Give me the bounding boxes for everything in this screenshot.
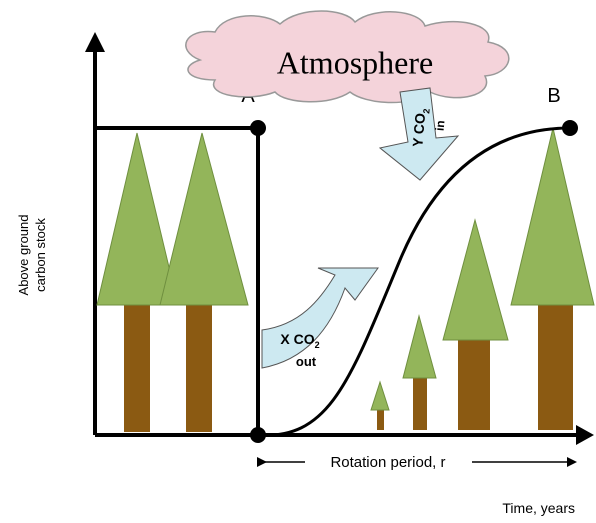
co2-out-prefix: X CO [280, 331, 314, 347]
trunk [124, 300, 150, 432]
co2-in-label: Y CO2 [409, 107, 431, 148]
point-a-dot [250, 120, 266, 136]
x-arrowhead [576, 425, 594, 445]
tree-crown [96, 132, 179, 306]
co2-out-suffix: out [296, 354, 317, 369]
x-axis-label: Time, years [502, 500, 575, 516]
origin-dot [250, 427, 266, 443]
tree-crown [402, 314, 437, 379]
co2-in-prefix: Y CO [409, 112, 428, 147]
trunk [538, 303, 573, 430]
point-b-label: B [547, 85, 560, 107]
co2-out-arrow [261, 267, 379, 369]
co2-in-suffix: in [433, 120, 448, 132]
tree-crown [370, 380, 390, 411]
trunk [458, 338, 490, 430]
trunk [186, 300, 212, 432]
tree-crown [159, 132, 249, 306]
co2-in-arrow [378, 87, 460, 181]
co2-out-sub: 2 [315, 340, 320, 350]
y-axis-label-1: Above ground [16, 215, 31, 296]
co2-out-label: X CO2 [280, 331, 319, 350]
trunk [377, 408, 384, 430]
atmosphere-cloud [185, 10, 510, 104]
trunk [413, 376, 427, 430]
tree-crown [442, 218, 509, 341]
tree-crown [510, 127, 595, 306]
co2-in-sub: 2 [421, 108, 431, 114]
growth-curve [257, 126, 571, 437]
y-arrowhead [85, 32, 105, 52]
cloud-label: Atmosphere [277, 44, 433, 80]
point-b-dot [562, 120, 578, 136]
y-axis-label-2: carbon stock [33, 218, 48, 292]
rotation-label: Rotation period, r [330, 454, 445, 471]
